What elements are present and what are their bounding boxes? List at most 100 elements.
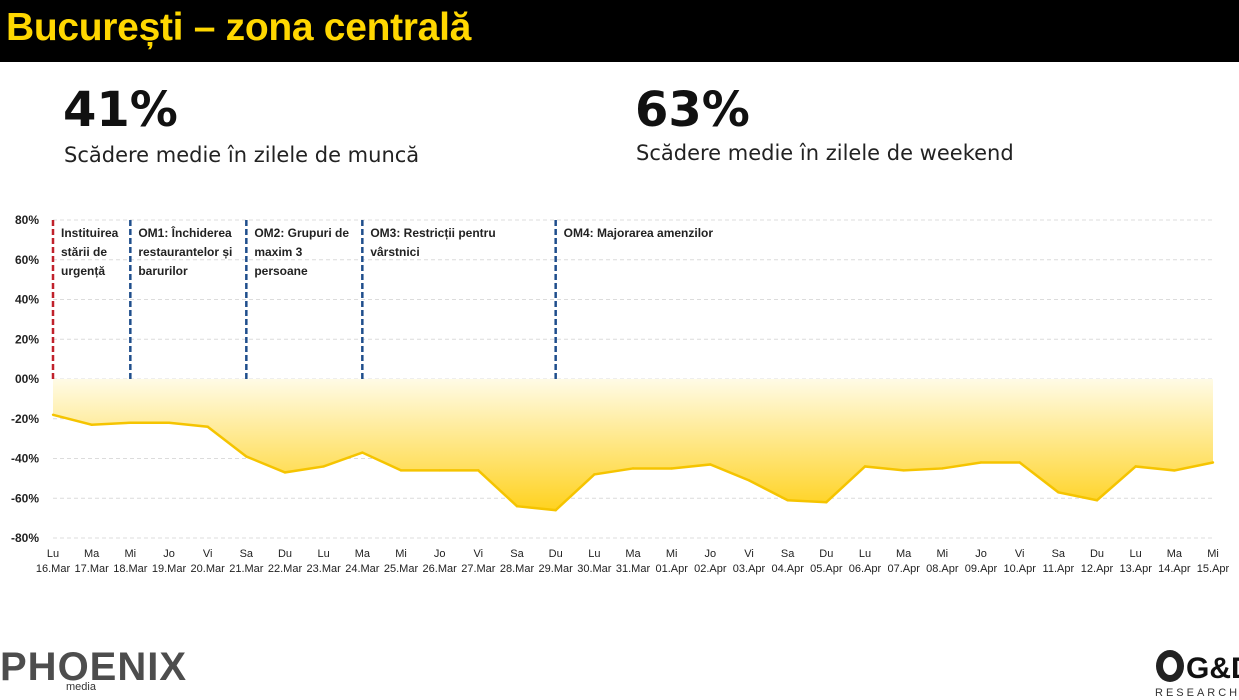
x-tick-date: 20.Mar [191,563,226,575]
x-tick-date: 04.Apr [771,563,804,575]
x-tick-date: 03.Apr [733,563,766,575]
x-tick-date: 30.Mar [577,563,612,575]
x-tick-date: 17.Mar [75,563,110,575]
x-tick-day: Mi [395,548,407,560]
gd-research-logo: G&D RESEARCH [1155,650,1239,699]
x-tick-date: 02.Apr [694,563,727,575]
x-tick-date: 23.Mar [307,563,342,575]
weekend-drop-value: 63% [635,82,750,138]
data-point [322,465,325,468]
data-point [245,455,248,458]
event-label: OM3: Restricții pentru vârstnici [370,226,495,259]
page-title: București – zona centrală [6,6,471,49]
title-bar: București – zona centrală [0,0,1239,62]
data-point [593,473,596,476]
x-tick-date: 13.Apr [1119,563,1152,575]
x-tick-day: Vi [744,548,754,560]
x-tick-day: Vi [1015,548,1025,560]
x-tick-day: Vi [203,548,213,560]
x-tick-date: 06.Apr [849,563,882,575]
data-point [515,505,519,508]
data-point [863,465,867,468]
data-point [206,425,209,428]
x-tick-day: Lu [859,548,871,560]
x-tick-date: 01.Apr [655,563,688,575]
data-point [1134,465,1137,468]
y-tick-label: 60% [15,253,39,267]
x-tick-date: 22.Mar [268,563,303,575]
data-point [399,469,403,472]
x-tick-day: Sa [510,548,524,560]
phoenix-media-logo: PHOENIX media [0,645,187,693]
data-point [1095,499,1099,502]
y-tick-label: -60% [11,491,39,505]
y-tick-label: 40% [15,293,39,307]
event-label: OM1: Închiderea restaurantelor și barurilo… [138,225,232,278]
x-tick-date: 15.Apr [1197,563,1230,575]
y-tick-label: -20% [11,412,39,426]
data-point [902,469,905,472]
x-tick-date: 16.Mar [36,563,71,575]
data-point [167,421,171,424]
x-tick-day: Mi [1207,548,1219,560]
data-point [51,413,55,416]
data-point [129,421,132,424]
x-tick-day: Ma [896,548,912,560]
x-tick-day: Du [819,548,833,560]
data-point [554,508,557,512]
data-point [631,467,635,470]
weekday-drop-value: 41% [63,82,178,138]
data-point [1211,461,1215,464]
x-tick-date: 28.Mar [500,563,535,575]
x-tick-day: Du [278,548,292,560]
data-point [979,461,983,464]
y-tick-label: 80% [15,213,39,227]
data-point [283,471,287,474]
x-tick-day: Sa [240,548,254,560]
x-tick-date: 05.Apr [810,563,843,575]
x-tick-date: 25.Mar [384,563,419,575]
x-tick-day: Sa [781,548,795,560]
weekend-drop-label: Scădere medie în zilele de weekend [636,141,1014,165]
x-tick-date: 10.Apr [1003,563,1036,575]
data-point [709,463,712,466]
x-tick-day: Lu [588,548,600,560]
data-point [786,499,789,502]
area-layer [51,379,1215,512]
x-tick-day: Mi [937,548,949,560]
axis-layer: 80% 60% 40% 20% 00% -20% -40% -60% -80% Lu 16.Mar M… [11,213,1230,575]
x-tick-date: 26.Mar [423,563,458,575]
data-point [670,467,673,470]
x-tick-date: 18.Mar [113,563,148,575]
mobility-change-chart: Instituirea stării de urgență OM1: Închider… [11,213,1230,575]
event-label: Instituirea stării de urgență [61,226,119,278]
x-tick-date: 19.Mar [152,563,187,575]
x-tick-day: Lu [1130,548,1142,560]
x-tick-day: Sa [1052,548,1066,560]
x-tick-date: 29.Mar [539,563,574,575]
y-tick-label: -40% [11,452,39,466]
phoenix-logo-text: PHOENIX [0,645,187,689]
x-tick-date: 27.Mar [461,563,496,575]
y-tick-label: -80% [11,531,39,545]
x-tick-date: 31.Mar [616,563,651,575]
weekday-drop-label: Scădere medie în zilele de muncă [64,143,420,167]
x-tick-day: Lu [47,548,59,560]
x-tick-date: 14.Apr [1158,563,1191,575]
event-layer: Instituirea stării de urgență OM1: Închider… [51,220,713,379]
x-tick-day: Du [549,548,563,560]
data-point [1173,469,1176,472]
gd-logo-text: G&D [1186,652,1239,685]
x-tick-day: Jo [434,548,446,560]
x-tick-day: Lu [318,548,330,560]
x-tick-day: Jo [163,548,175,560]
data-point [90,423,93,426]
x-tick-date: 11.Apr [1043,563,1075,575]
gd-logo-sub: RESEARCH [1155,687,1239,699]
x-tick-day: Mi [666,548,678,560]
x-tick-day: Ma [355,548,371,560]
x-tick-date: 09.Apr [965,563,998,575]
data-point [477,469,480,472]
x-tick-date: 12.Apr [1081,563,1114,575]
x-tick-day: Ma [1167,548,1183,560]
